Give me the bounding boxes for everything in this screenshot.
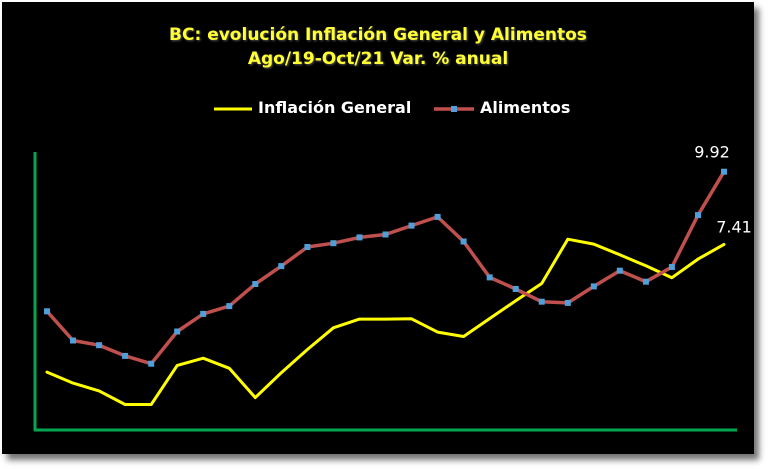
data-point-alimentos bbox=[512, 286, 519, 292]
data-point-alimentos bbox=[460, 238, 467, 245]
data-point-alimentos bbox=[44, 308, 50, 315]
data-point-alimentos bbox=[382, 231, 389, 238]
data-point-alimentos bbox=[434, 213, 441, 220]
data-label-inflacion-general-last: 7.41 bbox=[716, 217, 752, 236]
data-point-alimentos bbox=[668, 264, 675, 270]
data-point-alimentos bbox=[356, 234, 363, 241]
data-point-alimentos bbox=[304, 244, 311, 250]
data-point-alimentos bbox=[200, 310, 207, 317]
legend-label-inflacion-general: Inflación General bbox=[258, 98, 412, 117]
data-point-alimentos bbox=[538, 298, 545, 305]
data-point-alimentos bbox=[408, 222, 415, 229]
data-point-alimentos bbox=[174, 328, 181, 335]
data-point-alimentos bbox=[330, 240, 337, 247]
data-point-alimentos bbox=[486, 274, 493, 281]
data-point-alimentos bbox=[695, 212, 701, 219]
data-point-alimentos bbox=[122, 352, 129, 359]
data-point-alimentos bbox=[721, 168, 727, 175]
data-point-alimentos bbox=[642, 278, 649, 285]
data-point-alimentos bbox=[226, 303, 233, 310]
data-point-alimentos bbox=[616, 267, 623, 274]
data-point-alimentos bbox=[252, 281, 259, 287]
chart-title: BC: evolución Inflación General y Alimen… bbox=[169, 25, 587, 45]
legend-label-alimentos: Alimentos bbox=[480, 98, 571, 117]
series-line-inflacion-general bbox=[45, 237, 726, 406]
data-label-alimentos-last: 9.92 bbox=[694, 143, 730, 162]
data-point-alimentos bbox=[148, 360, 155, 367]
data-point-alimentos bbox=[96, 342, 103, 349]
data-point-alimentos bbox=[590, 283, 597, 290]
data-point-alimentos bbox=[70, 337, 76, 344]
data-point-alimentos bbox=[278, 263, 285, 270]
chart-frame: BC: evolución Inflación General y Alimen… bbox=[2, 2, 754, 454]
line-chart: 9.92 7.41 bbox=[33, 106, 752, 432]
data-point-alimentos bbox=[564, 299, 571, 306]
chart-subtitle: Ago/19-Oct/21 Var. % anual bbox=[247, 49, 509, 69]
legend-marker-alimentos bbox=[451, 106, 457, 112]
